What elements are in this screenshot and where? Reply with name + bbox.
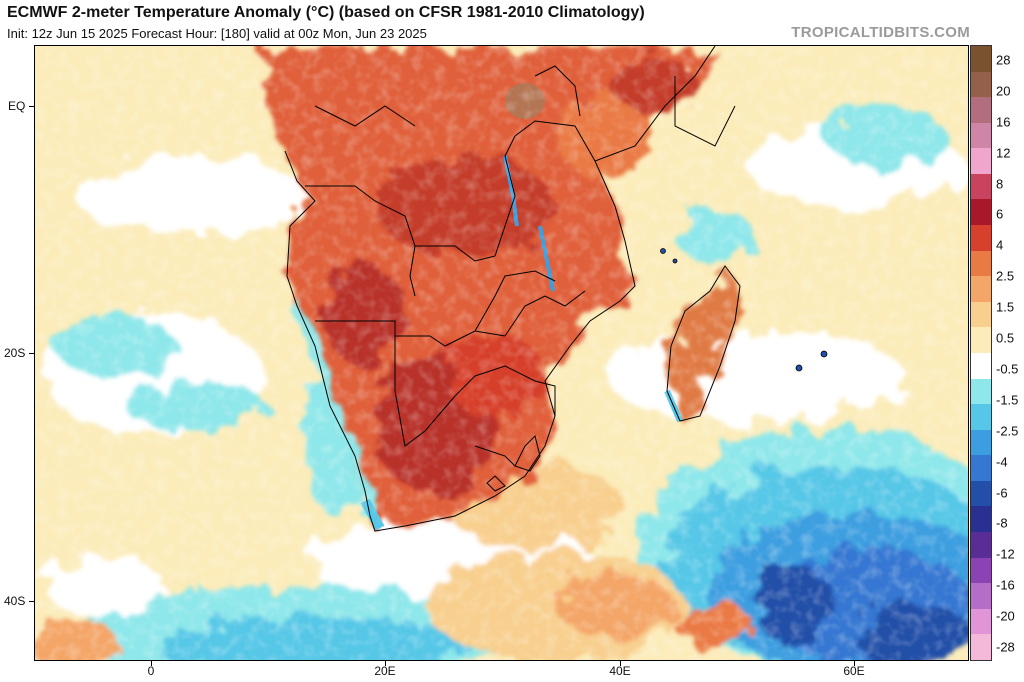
colorbar-label: -20 (996, 608, 1015, 624)
lat-tick-eq (29, 106, 34, 107)
colorbar-segment (971, 583, 991, 609)
lon-label-40e: 40E (609, 664, 631, 678)
chart-title: ECMWF 2-meter Temperature Anomaly (°C) (… (7, 4, 645, 21)
colorbar-label: -1.5 (996, 392, 1019, 408)
colorbar-label: -8 (996, 515, 1008, 531)
colorbar-segment (971, 557, 991, 584)
small-islands (660, 248, 828, 372)
colorbar-label: -0.5 (996, 361, 1019, 377)
lat-label-eq: EQ (8, 99, 26, 113)
lon-tick-20e (385, 661, 386, 666)
colorbar-label: 8 (996, 176, 1004, 192)
country-borders (284, 46, 741, 532)
colorbar-label: 28 (996, 52, 1011, 68)
lon-tick-60e (854, 661, 855, 666)
colorbar-segment (971, 531, 991, 558)
colorbar-segment (971, 404, 991, 430)
colorbar-label: -16 (996, 577, 1015, 593)
lat-label-40s: 40S (4, 594, 26, 608)
colorbar-segment (971, 506, 991, 532)
colorbar-label: -2.5 (996, 423, 1019, 439)
lon-label-0: 0 (147, 664, 155, 678)
lon-label-60e: 60E (843, 664, 865, 678)
colorbar-segment (971, 480, 991, 507)
map-canvas (35, 46, 968, 660)
colorbar-label: 6 (996, 206, 1004, 222)
colorbar-label: 1.5 (996, 299, 1015, 315)
lon-tick-40e (620, 661, 621, 666)
lat-label-20s: 20S (4, 346, 26, 360)
colorbar-label: -28 (996, 639, 1015, 655)
colorbar (970, 45, 992, 661)
colorbar-segment (971, 250, 991, 277)
colorbar-segment (971, 378, 991, 405)
lat-tick-40s (29, 601, 34, 602)
colorbar-label: -4 (996, 454, 1008, 470)
colorbar-label: -12 (996, 546, 1015, 562)
colorbar-segment (971, 608, 991, 635)
colorbar-segment (971, 46, 991, 72)
colorbar-segment (971, 225, 991, 251)
forecast-subtitle: Init: 12z Jun 15 2025 Forecast Hour: [18… (7, 26, 427, 41)
colorbar-segment (971, 71, 991, 98)
lon-tick-0 (151, 661, 152, 666)
colorbar-label: 2.5 (996, 268, 1015, 284)
colorbar-label: -6 (996, 485, 1008, 501)
colorbar-segment (971, 148, 991, 174)
colorbar-label: 20 (996, 83, 1011, 99)
colorbar-segment (971, 327, 991, 353)
noise-texture (35, 46, 968, 660)
colorbar-segment (971, 173, 991, 200)
colorbar-segment (971, 97, 991, 123)
colorbar-segment (971, 301, 991, 328)
colorbar-label: 4 (996, 237, 1004, 253)
colorbar-label: 16 (996, 114, 1011, 130)
colorbar-label: 12 (996, 145, 1011, 161)
colorbar-segment (971, 429, 991, 456)
colorbar-segment (971, 634, 991, 660)
lon-label-20e: 20E (374, 664, 396, 678)
brand-watermark: TROPICALTIDBITS.COM (791, 24, 970, 41)
colorbar-segment (971, 455, 991, 481)
lat-tick-20s (29, 353, 34, 354)
colorbar-segment (971, 352, 991, 379)
anomaly-map (34, 45, 969, 661)
colorbar-segment (971, 199, 991, 226)
colorbar-label: 0.5 (996, 330, 1015, 346)
colorbar-segment (971, 122, 991, 149)
colorbar-segment (971, 276, 991, 302)
